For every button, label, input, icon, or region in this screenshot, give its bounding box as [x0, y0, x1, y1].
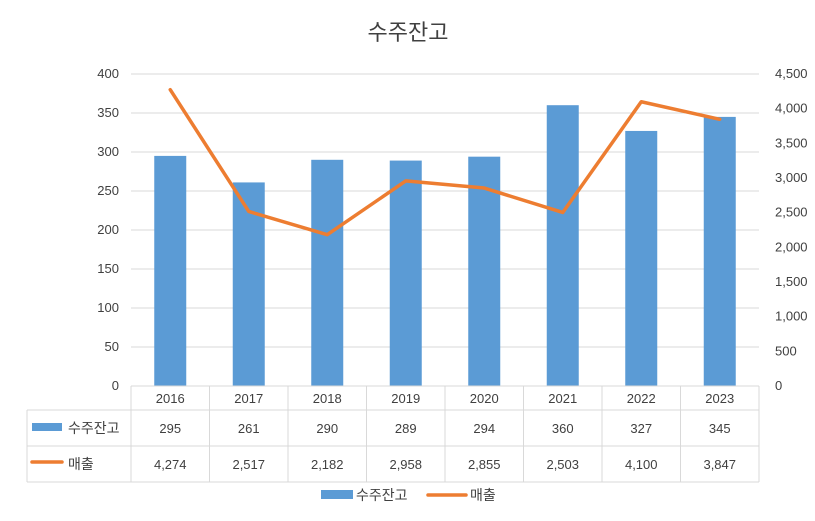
y-right-tick-label: 1,000: [775, 309, 808, 324]
y-right-tick-label: 4,000: [775, 101, 808, 116]
y-left-tick-label: 200: [97, 222, 119, 237]
table-cell: 295: [159, 421, 181, 436]
x-tick-label: 2023: [705, 391, 734, 406]
x-tick-label: 2019: [391, 391, 420, 406]
x-tick-label: 2016: [156, 391, 185, 406]
right-axis: 0 500 1,000 1,500 2,000 2,500 3,000 3,500 4,000 4…: [775, 66, 808, 393]
legend-label: 수주잔고: [356, 488, 408, 504]
table-key-수주잔고: [32, 423, 62, 431]
y-right-tick-label: 2,500: [775, 205, 808, 220]
chart-title: 수주잔고: [368, 21, 449, 46]
y-right-tick-label: 4,500: [775, 66, 808, 81]
bar-series: [154, 105, 736, 387]
bar-2016: [154, 155, 187, 386]
table-cell: 4,100: [625, 457, 658, 472]
table-cell: 345: [709, 421, 731, 436]
bar-2018: [311, 159, 344, 386]
left-axis: 0 50 100 150 200 250 300 350 400: [97, 66, 119, 393]
x-tick-label: 2022: [627, 391, 656, 406]
table-cell: 2,958: [389, 457, 422, 472]
bar-2019: [389, 160, 422, 386]
y-left-tick-label: 150: [97, 261, 119, 276]
y-right-tick-label: 1,500: [775, 274, 808, 289]
table-cell: 360: [552, 421, 574, 436]
x-tick-label: 2018: [313, 391, 342, 406]
table-cell: 2,855: [468, 457, 501, 472]
y-right-tick-label: 3,500: [775, 135, 808, 150]
y-left-tick-label: 300: [97, 144, 119, 159]
y-right-tick-label: 3,000: [775, 170, 808, 185]
y-left-tick-label: 100: [97, 300, 119, 315]
table-cell: 2,517: [232, 457, 265, 472]
legend-label: 매출: [470, 488, 496, 504]
y-left-tick-label: 350: [97, 105, 119, 120]
line-series: [168, 87, 722, 237]
y-right-tick-label: 0: [775, 378, 782, 393]
legend: 수주잔고 매출: [321, 488, 496, 504]
y-left-tick-label: 400: [97, 66, 119, 81]
bar-2022: [625, 130, 658, 386]
table-cell: 294: [473, 421, 495, 436]
y-right-tick-label: 500: [775, 343, 797, 358]
y-left-tick-label: 250: [97, 183, 119, 198]
table-cell: 4,274: [154, 457, 187, 472]
x-tick-label: 2020: [470, 391, 499, 406]
bar-2021: [546, 105, 579, 386]
table-cell: 290: [316, 421, 338, 436]
table-cell: 2,182: [311, 457, 344, 472]
data-table: 2016 2017 2018 2019 2020 2021 2022 2023 수주잔고 295 2…: [26, 385, 760, 483]
y-left-tick-label: 50: [105, 339, 119, 354]
x-tick-label: 2017: [234, 391, 263, 406]
y-left-tick-label: 0: [112, 378, 119, 393]
table-row-label: 수주잔고: [68, 421, 120, 437]
table-cell: 261: [238, 421, 260, 436]
table-cell: 2,503: [546, 457, 579, 472]
bar-2020: [468, 156, 501, 386]
table-cell: 327: [630, 421, 652, 436]
x-tick-label: 2021: [548, 391, 577, 406]
legend-key-수주잔고: [321, 490, 353, 499]
bar-2023: [703, 116, 736, 387]
line-매출: [168, 87, 722, 237]
table-row-label: 매출: [68, 457, 94, 473]
table-cell: 3,847: [703, 457, 736, 472]
table-cell: 289: [395, 421, 417, 436]
y-right-tick-label: 2,000: [775, 239, 808, 254]
gridlines: [131, 73, 759, 348]
